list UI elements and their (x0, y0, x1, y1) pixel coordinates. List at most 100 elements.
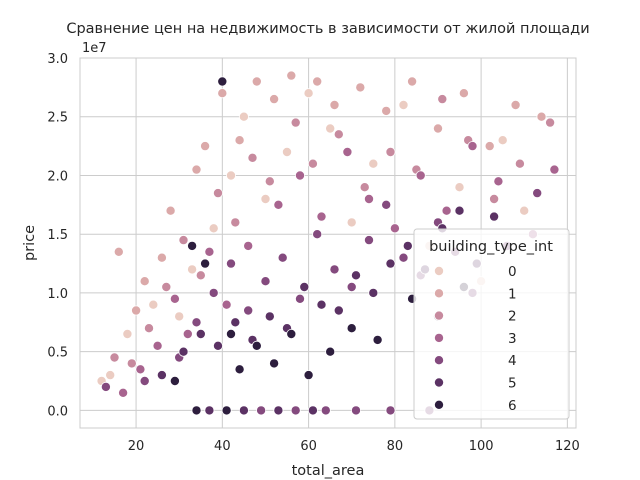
scatter-point (381, 199, 392, 210)
scatter-point (545, 117, 556, 128)
data-points (96, 70, 560, 416)
scatter-point (264, 311, 275, 322)
scatter-point (489, 211, 500, 222)
y-tick-label: 0.5 (47, 346, 68, 361)
scatter-point (109, 352, 120, 363)
scatter-point (247, 152, 258, 163)
scatter-point (251, 76, 262, 87)
scatter-point (200, 258, 211, 269)
x-tick-label: 80 (387, 439, 404, 454)
scatter-point (122, 328, 133, 339)
legend-label: 5 (508, 376, 517, 392)
x-tick-label: 100 (469, 439, 494, 454)
scatter-point (286, 70, 297, 81)
scatter-point (264, 176, 275, 187)
scatter-point (415, 170, 426, 181)
scatter-point (100, 381, 111, 392)
scatter-point (303, 370, 314, 381)
y-tick-label: 1.5 (47, 228, 68, 243)
scatter-point (368, 287, 379, 298)
legend-title: building_type_int (429, 239, 553, 255)
scatter-point (269, 358, 280, 369)
scatter-point (355, 82, 366, 93)
scatter-point (225, 170, 236, 181)
scatter-point (135, 364, 146, 375)
scatter-point (195, 270, 206, 281)
scatter-point (243, 305, 254, 316)
scatter-point (307, 158, 318, 169)
scatter-point (118, 387, 129, 398)
scatter-point (230, 217, 241, 228)
scatter-point (131, 305, 142, 316)
scatter-point (238, 111, 249, 122)
scatter-point (333, 305, 344, 316)
x-tick-label: 120 (555, 439, 580, 454)
scatter-point (333, 129, 344, 140)
scatter-point (191, 317, 202, 328)
scatter-point (174, 311, 185, 322)
y-tick-label: 3.0 (47, 52, 68, 67)
scatter-point (269, 94, 280, 105)
scatter-point (385, 146, 396, 157)
scatter-point (363, 235, 374, 246)
scatter-point (105, 370, 116, 381)
chart-title: Сравнение цен на недвижимость в зависимо… (66, 21, 589, 37)
legend-marker (433, 377, 444, 388)
scatter-point (260, 276, 271, 287)
legend-marker (433, 310, 444, 321)
scatter-point (200, 141, 211, 152)
scatter-point (510, 100, 521, 111)
scatter-point (325, 346, 336, 357)
scatter-point (251, 340, 262, 351)
scatter-point (290, 117, 301, 128)
scatter-point (126, 358, 137, 369)
y-tick-label: 2.5 (47, 111, 68, 126)
scatter-point (178, 346, 189, 357)
scatter-point (489, 193, 500, 204)
scatter-point (299, 281, 310, 292)
scatter-point (161, 281, 172, 292)
scatter-point (281, 146, 292, 157)
scatter-point (484, 141, 495, 152)
legend-marker (433, 332, 444, 343)
scatter-point (381, 105, 392, 116)
scatter-point (467, 141, 478, 152)
scatter-point (212, 188, 223, 199)
scatter-point (243, 240, 254, 251)
scatter-point (294, 293, 305, 304)
scatter-point (187, 264, 198, 275)
scatter-point (536, 111, 547, 122)
scatter-point (532, 188, 543, 199)
scatter-point (325, 123, 336, 134)
scatter-point (454, 205, 465, 216)
legend-marker (433, 399, 444, 410)
scatter-point (221, 405, 232, 416)
scatter-point (497, 135, 508, 146)
scatter-point (191, 164, 202, 175)
scatter-point (156, 252, 167, 263)
scatter-point (346, 281, 357, 292)
scatter-point (195, 328, 206, 339)
scatter-point (407, 76, 418, 87)
scatter-point (225, 258, 236, 269)
scatter-point (359, 182, 370, 193)
scatter-point (217, 88, 228, 99)
scatter-point (169, 293, 180, 304)
legend-label: 3 (508, 331, 517, 347)
legend-items: 0 1 2 3 4 5 6 (433, 264, 517, 414)
scatter-point (208, 223, 219, 234)
scatter-point (402, 240, 413, 251)
scatter-point (187, 240, 198, 251)
scatter-point (519, 205, 530, 216)
scatter-point (320, 405, 331, 416)
scatter-point (372, 334, 383, 345)
scatter-point (316, 299, 327, 310)
x-axis-label: total_area (292, 463, 365, 479)
legend-marker (433, 265, 444, 276)
scatter-point (350, 405, 361, 416)
scatter-point (256, 405, 267, 416)
scatter-point (238, 405, 249, 416)
scatter-point (273, 405, 284, 416)
legend-box (413, 228, 570, 420)
